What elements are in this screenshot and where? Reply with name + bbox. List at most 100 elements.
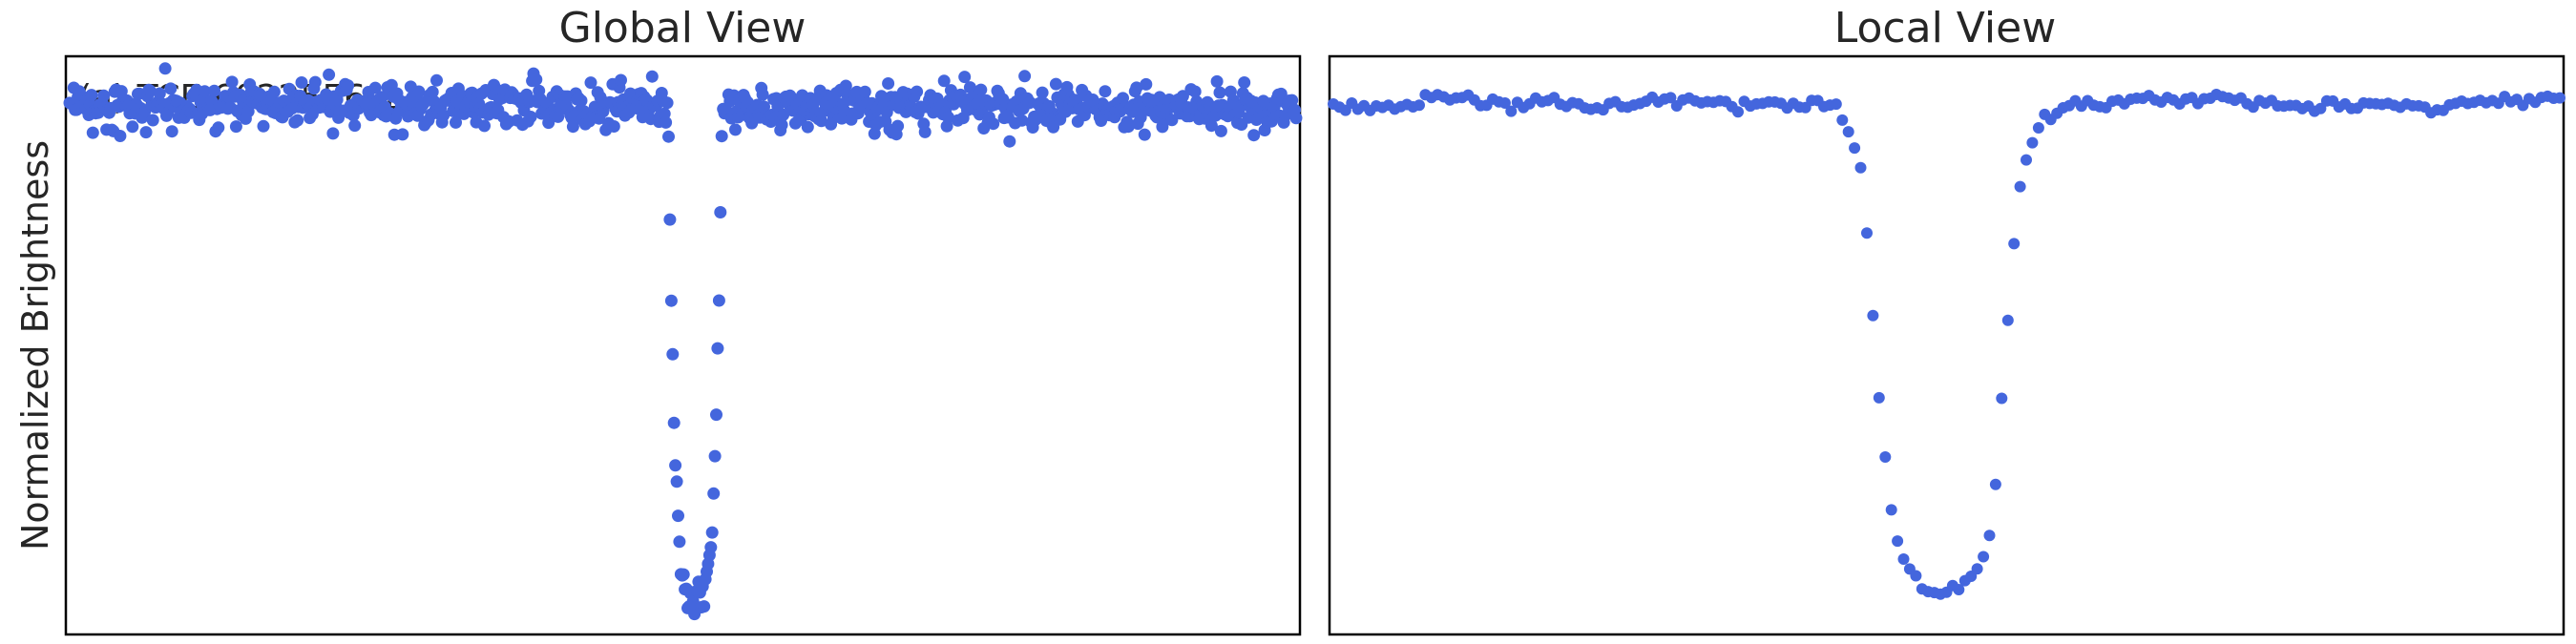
- global-point: [126, 120, 139, 134]
- global-point: [715, 130, 728, 143]
- global-point: [212, 121, 225, 135]
- global-point: [1140, 77, 1153, 91]
- global-point: [1213, 86, 1226, 99]
- global-point: [1286, 93, 1299, 107]
- global-point: [712, 294, 725, 307]
- global-point: [666, 347, 680, 361]
- local-point: [1849, 142, 1861, 155]
- local-point: [1505, 105, 1518, 117]
- global-point: [225, 75, 239, 89]
- global-point: [714, 206, 727, 218]
- global-point: [1099, 85, 1112, 98]
- global-point: [375, 91, 388, 104]
- local-point: [2014, 180, 2026, 193]
- global-point: [662, 130, 675, 143]
- local-point: [1978, 551, 1990, 563]
- global-point: [958, 71, 972, 84]
- y-axis-label: Normalized Brightness: [14, 140, 56, 551]
- local-point: [1971, 563, 1983, 575]
- global-point: [524, 111, 537, 123]
- global-point: [705, 526, 719, 539]
- global-point: [815, 114, 828, 128]
- global-point: [165, 125, 178, 138]
- global-point: [858, 85, 871, 98]
- global-point: [323, 68, 336, 81]
- global-point: [710, 408, 723, 422]
- global-point: [615, 73, 627, 87]
- global-point: [708, 449, 722, 463]
- local-point: [1732, 106, 1744, 118]
- local-point: [2008, 238, 2021, 250]
- global-point: [882, 77, 895, 90]
- global-point: [348, 119, 362, 133]
- local-point: [1892, 535, 1904, 548]
- local-point: [2001, 314, 2014, 326]
- local-view-title: Local View: [1834, 4, 2056, 52]
- local-point: [2026, 136, 2039, 149]
- local-point: [1953, 584, 1965, 595]
- local-point: [1842, 126, 1854, 138]
- global-point: [450, 115, 462, 129]
- global-point: [295, 76, 308, 89]
- global-point: [775, 118, 788, 132]
- global-view-panel: [64, 54, 1302, 636]
- global-point: [267, 85, 281, 98]
- global-point: [891, 119, 905, 133]
- local-point: [1897, 553, 1910, 565]
- global-point: [1036, 86, 1049, 99]
- global-point: [241, 105, 255, 118]
- local-point: [1983, 530, 1996, 542]
- global-point: [143, 84, 157, 97]
- global-point: [645, 70, 659, 83]
- global-point: [673, 535, 686, 549]
- global-point: [396, 128, 409, 141]
- global-point: [257, 119, 270, 133]
- global-point: [660, 115, 673, 129]
- local-point: [1665, 92, 1677, 104]
- global-point: [729, 123, 742, 136]
- global-point: [1176, 90, 1189, 103]
- global-point: [430, 73, 443, 87]
- global-point: [1210, 74, 1224, 88]
- global-point: [777, 108, 790, 121]
- global-point: [437, 109, 450, 122]
- global-point: [672, 509, 684, 523]
- global-point: [85, 89, 98, 102]
- global-point: [426, 85, 439, 98]
- global-point: [199, 85, 211, 98]
- global-point: [530, 73, 543, 86]
- global-point: [707, 487, 721, 500]
- global-view-points: [63, 62, 1303, 621]
- global-point: [412, 85, 426, 98]
- local-view-panel: [1328, 54, 2566, 636]
- global-point: [1018, 70, 1032, 83]
- local-point: [2314, 102, 2327, 114]
- local-point: [1830, 98, 1842, 111]
- global-point: [942, 111, 954, 124]
- global-point: [1204, 119, 1218, 133]
- global-point: [1188, 85, 1202, 98]
- global-point: [478, 119, 491, 133]
- local-point: [1989, 478, 2001, 490]
- global-point: [584, 76, 597, 90]
- global-point: [368, 81, 382, 94]
- global-point: [86, 126, 99, 139]
- global-point: [704, 541, 718, 554]
- global-point: [139, 126, 153, 139]
- global-point: [1003, 135, 1016, 148]
- local-point: [1879, 451, 1892, 463]
- global-point: [1138, 128, 1151, 141]
- global-point: [663, 213, 677, 226]
- local-view-points: [1328, 89, 2566, 600]
- global-point: [607, 120, 620, 133]
- global-point: [146, 114, 159, 127]
- global-point: [1247, 129, 1261, 142]
- global-point: [229, 120, 242, 134]
- global-point: [801, 120, 814, 134]
- global-point: [937, 74, 951, 88]
- global-point: [164, 82, 178, 95]
- local-point: [1996, 392, 2008, 405]
- local-point: [2554, 92, 2566, 104]
- global-point: [291, 114, 304, 127]
- global-point: [918, 125, 932, 138]
